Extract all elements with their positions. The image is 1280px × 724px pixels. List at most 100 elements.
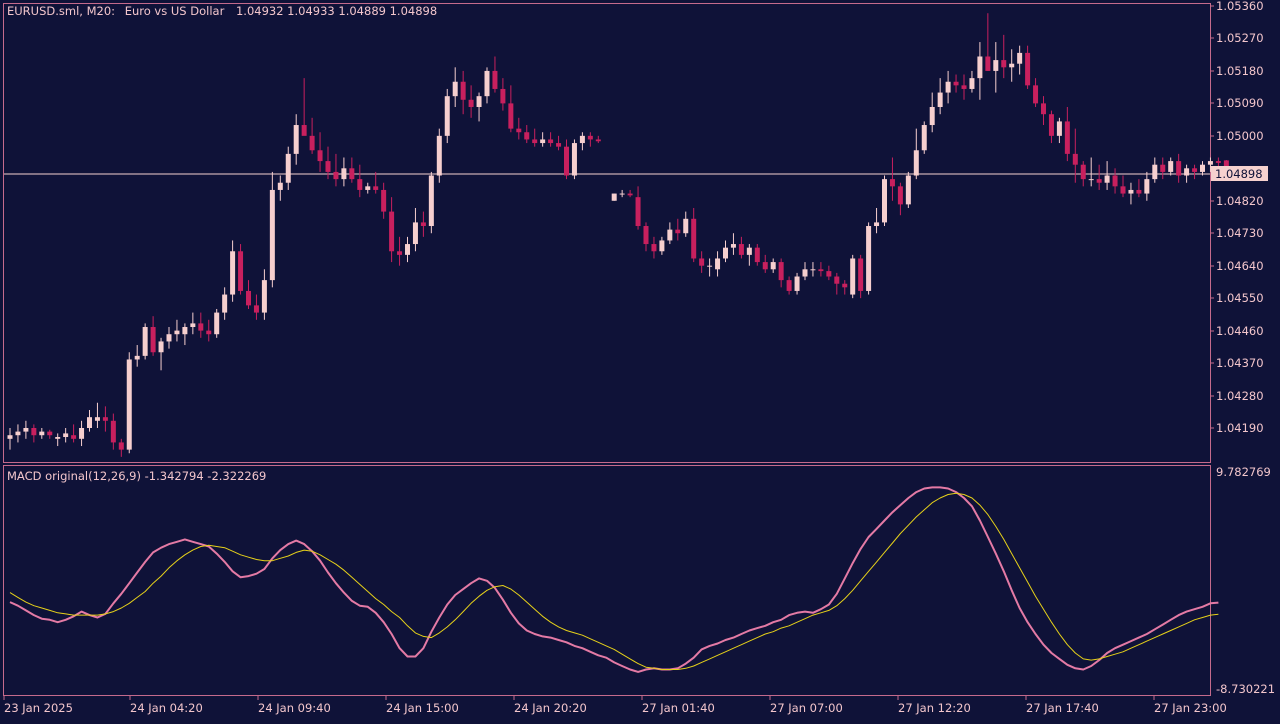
candle-bear [1048, 114, 1054, 136]
candle-bear [1160, 164, 1166, 172]
candle-bear [1033, 85, 1039, 104]
macd-lines [9, 486, 1219, 673]
candle-bull [611, 193, 617, 201]
candle-bull [683, 218, 689, 234]
candle-bear [309, 135, 315, 151]
candle-bull [715, 258, 721, 270]
candle-bear [842, 283, 848, 288]
candle-bull [55, 437, 61, 439]
candle-bull [1128, 189, 1134, 194]
candle-bear [627, 193, 633, 196]
candle-bear [1025, 52, 1031, 86]
candle-bull [882, 179, 887, 223]
candle-bull [285, 153, 291, 183]
price-tick: 1.05000 [1210, 129, 1264, 143]
time-tick: 27 Jan 01:40 [641, 696, 715, 715]
candle-bear [1001, 60, 1007, 68]
macd-scale-min: -8.730221 [1216, 682, 1275, 696]
candle-bear [389, 211, 395, 252]
time-tick: 24 Jan 09:40 [257, 696, 331, 715]
candle-bull [770, 262, 776, 270]
candle-bull [977, 56, 983, 79]
candle-bear [253, 305, 259, 313]
candle-bull [794, 276, 800, 291]
candle-bear [595, 139, 601, 142]
candle-bull [142, 327, 148, 356]
candle-bear [1120, 186, 1126, 194]
candle-bear [738, 244, 744, 255]
candle-bull [540, 139, 546, 144]
candle-bull [126, 359, 132, 450]
candle-bear [564, 146, 569, 176]
candle-bear [381, 189, 387, 212]
current-price-badge: 1.04898 [1211, 166, 1268, 181]
candle-bear [71, 435, 77, 439]
candle-bull [214, 312, 220, 335]
svg-text:27 Jan 23:00: 27 Jan 23:00 [1154, 701, 1227, 715]
price-tick: 1.04370 [1210, 356, 1264, 370]
candle-bear [1215, 161, 1221, 163]
candle-bull [730, 244, 736, 248]
time-tick: 27 Jan 12:20 [897, 696, 971, 715]
candle-bear [150, 327, 156, 353]
svg-text:27 Jan 01:40: 27 Jan 01:40 [642, 701, 715, 715]
candle-bear [556, 143, 562, 147]
candle-bull [1088, 179, 1094, 181]
svg-text:24 Jan 15:00: 24 Jan 15:00 [386, 701, 459, 715]
price-tick: 1.04460 [1210, 324, 1264, 338]
candle-bull [174, 330, 180, 335]
candle-bull [1152, 164, 1158, 180]
candle-bull [341, 168, 347, 180]
candle-bear [31, 428, 37, 436]
candle-bull [850, 258, 856, 295]
candle-bull [476, 96, 482, 107]
svg-text:1.04730: 1.04730 [1216, 226, 1264, 240]
candle-bull [810, 269, 816, 271]
candle-bear [778, 262, 784, 281]
macd-pane-frame [3, 465, 1211, 696]
candle-bull [182, 327, 188, 335]
price-tick: 1.04820 [1210, 194, 1264, 208]
svg-text:1.04460: 1.04460 [1216, 324, 1264, 338]
candle-bull [23, 428, 29, 432]
candle-bull [1207, 161, 1213, 165]
candle-bull [1144, 179, 1150, 194]
price-tick: 1.04280 [1210, 389, 1264, 403]
candle-bull [969, 78, 975, 89]
svg-text:1.04640: 1.04640 [1216, 259, 1264, 273]
candle-bear [420, 222, 426, 227]
candle-bull [277, 182, 283, 190]
candle-bull [484, 70, 490, 97]
candle-bull [993, 60, 999, 71]
candle-bull [293, 125, 299, 154]
candle-bear [198, 323, 204, 331]
candle-bear [643, 226, 649, 245]
candle-bear [699, 258, 705, 266]
candle-bull [444, 96, 450, 136]
candle-bull [436, 135, 442, 176]
candle-bear [317, 150, 323, 162]
price-tick: 1.05180 [1210, 64, 1264, 78]
candle-bear [1112, 175, 1118, 187]
candle-bear [333, 171, 339, 180]
candle-bull [452, 81, 458, 97]
svg-text:1.05180: 1.05180 [1216, 64, 1264, 78]
price-tick: 1.04640 [1210, 259, 1264, 273]
candle-bull [428, 175, 434, 227]
time-tick: 24 Jan 15:00 [385, 696, 459, 715]
candle-bear [1080, 164, 1086, 180]
candle-bull [15, 431, 21, 436]
price-axis: 1.05360 1.05270 1.05180 1.05090 1.05000 … [1210, 0, 1268, 435]
candle-bull [166, 334, 172, 342]
candle-bear [548, 139, 554, 144]
svg-text:1.05090: 1.05090 [1216, 96, 1264, 110]
candle-bear [675, 229, 681, 234]
candle-bear [587, 135, 593, 140]
candle-bear [206, 330, 212, 335]
price-tick: 1.04730 [1210, 226, 1264, 240]
symbol-description: Euro vs US Dollar [125, 4, 225, 18]
candle-bull [659, 240, 665, 252]
svg-text:23 Jan 2025: 23 Jan 2025 [4, 701, 73, 715]
